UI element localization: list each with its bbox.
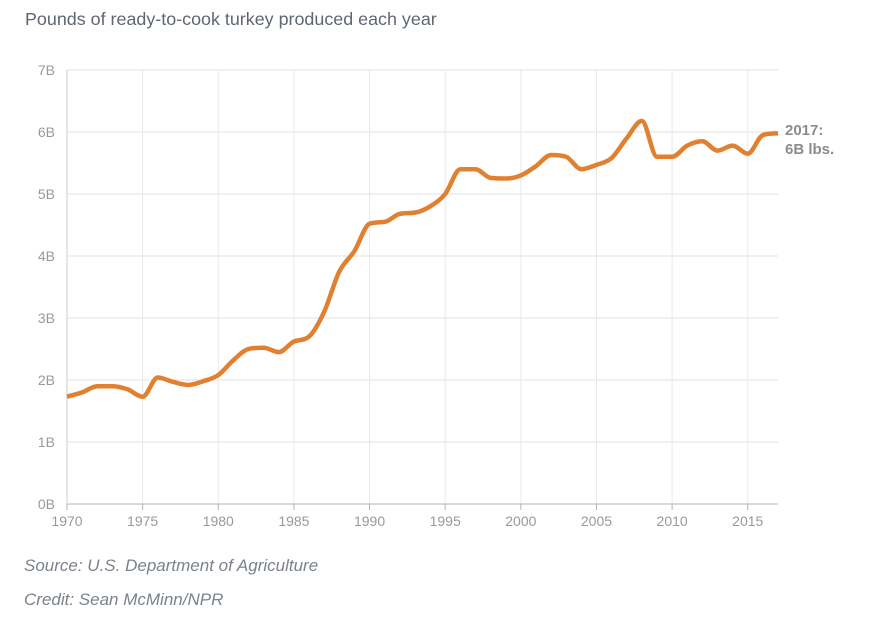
svg-text:1980: 1980 <box>203 513 234 529</box>
svg-text:5B: 5B <box>38 186 55 202</box>
svg-text:2B: 2B <box>38 372 55 388</box>
svg-text:1985: 1985 <box>278 513 309 529</box>
svg-text:2015: 2015 <box>732 513 763 529</box>
svg-text:2000: 2000 <box>505 513 536 529</box>
svg-text:1995: 1995 <box>430 513 461 529</box>
svg-text:7B: 7B <box>38 62 55 78</box>
svg-text:2005: 2005 <box>581 513 612 529</box>
svg-text:3B: 3B <box>38 310 55 326</box>
svg-text:1B: 1B <box>38 434 55 450</box>
svg-text:1970: 1970 <box>51 513 82 529</box>
svg-text:0B: 0B <box>38 496 55 512</box>
svg-text:1990: 1990 <box>354 513 385 529</box>
svg-text:1975: 1975 <box>127 513 158 529</box>
svg-text:4B: 4B <box>38 248 55 264</box>
svg-text:6B: 6B <box>38 124 55 140</box>
svg-text:2010: 2010 <box>657 513 688 529</box>
